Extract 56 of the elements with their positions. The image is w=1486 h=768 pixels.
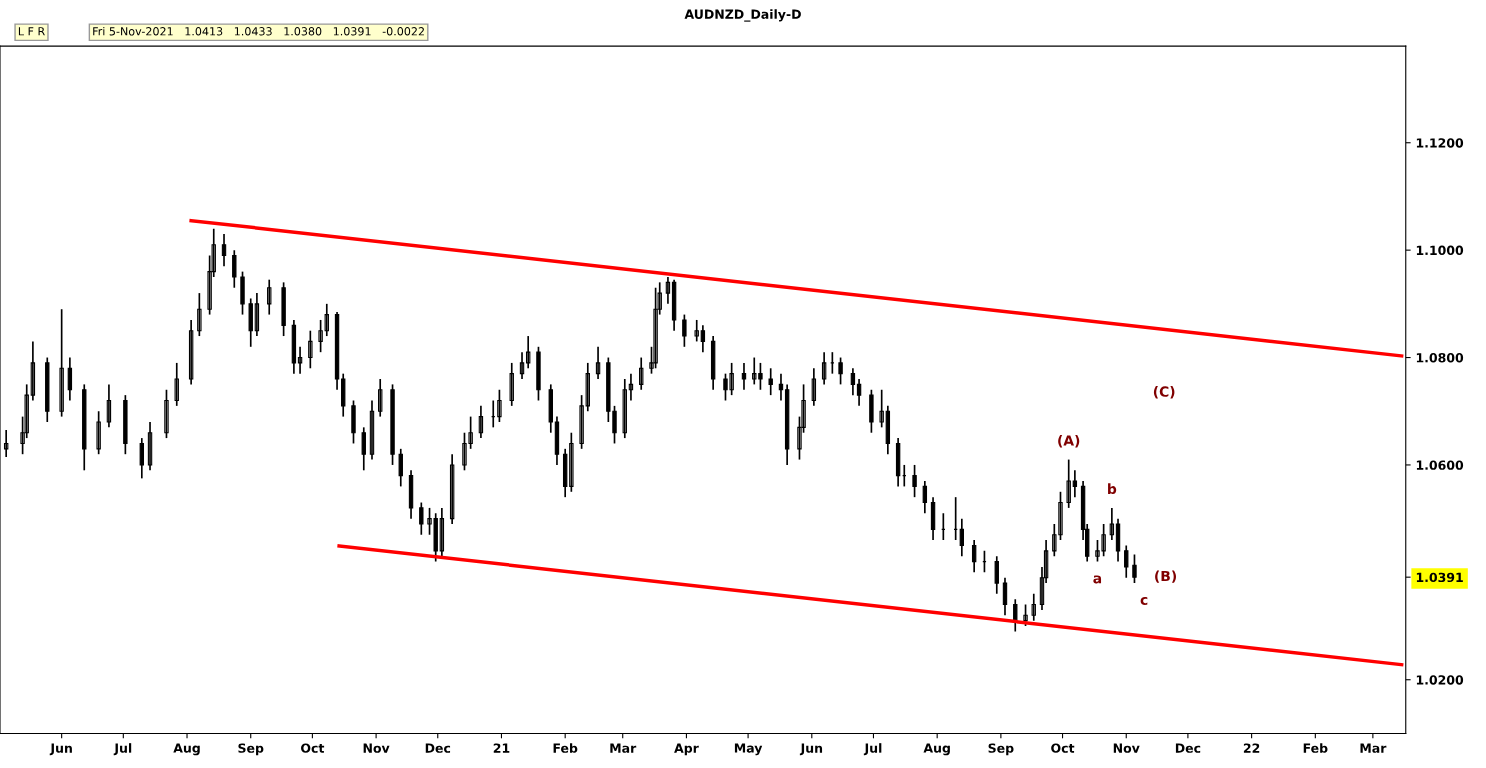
candlestick [96,410,101,456]
candlestick [497,388,502,423]
x-tick-label: Jun [49,743,72,756]
candlestick [351,399,356,445]
annotation: (A) [1058,435,1080,448]
x-tick-label: 22 [1243,743,1260,753]
x-tick-label: Feb [553,743,578,753]
candlestick [281,281,286,337]
x-tick-label: Feb [1303,743,1328,753]
x-tick-label: Oct [1051,743,1075,753]
chart-title: AUDNZD_Daily-D [684,9,801,22]
candlestick [390,383,395,466]
candlestick [653,286,658,370]
x-tick-label: Nov [1113,743,1140,753]
candlestick [1132,553,1137,584]
x-tick-label: Sep [238,743,264,756]
x-tick-label: Dec [1175,743,1201,753]
y-tick-label: 1.1200 [1416,138,1464,148]
x-tick-label: Mar [1360,743,1387,753]
x-tick-label: 21 [493,743,510,753]
candlestick [912,464,917,498]
text: L F R [18,27,45,36]
candlestick [308,329,313,370]
candlestick [682,313,687,348]
candlestick [240,270,245,316]
x-tick-label: Apr [674,743,699,756]
candlestick [869,388,874,434]
x-tick-label: Jun [799,743,823,756]
candlestick [59,308,64,418]
candlestick [838,356,843,386]
x-tick-label: Nov [363,743,390,753]
y-tick-label: 1.0391 [1416,572,1463,583]
candlestick [536,345,541,402]
y-tick-label: 1.1000 [1416,245,1464,256]
x-tick-label: Dec [425,743,451,753]
y-tick-label: 1.0200 [1416,675,1464,685]
candlestick [569,431,574,493]
annotation: a [1093,575,1102,584]
x-tick-label: Jul [113,743,132,756]
x-tick-label: Aug [923,743,950,756]
annotation: b [1108,483,1117,495]
x-tick-label: May [734,743,763,756]
candlestick [164,388,169,439]
candlestick [197,292,202,337]
annotation: c [1140,596,1148,605]
text: Fri 5-Nov-2021 1.0413 1.0433 1.0380 1.0391 -0.0022 [93,26,424,36]
annotation: (C) [1153,386,1175,399]
x-tick-label: Oct [301,743,325,753]
x-tick-label: Sep [988,743,1014,756]
x-tick-label: Mar [610,743,637,753]
y-tick-label: 1.0600 [1416,460,1464,470]
candlestick [123,394,128,456]
y-tick-label: 1.0800 [1416,353,1464,363]
annotation: (B) [1155,570,1176,583]
x-tick-label: Jul [863,743,882,756]
x-tick-label: Aug [173,743,200,756]
